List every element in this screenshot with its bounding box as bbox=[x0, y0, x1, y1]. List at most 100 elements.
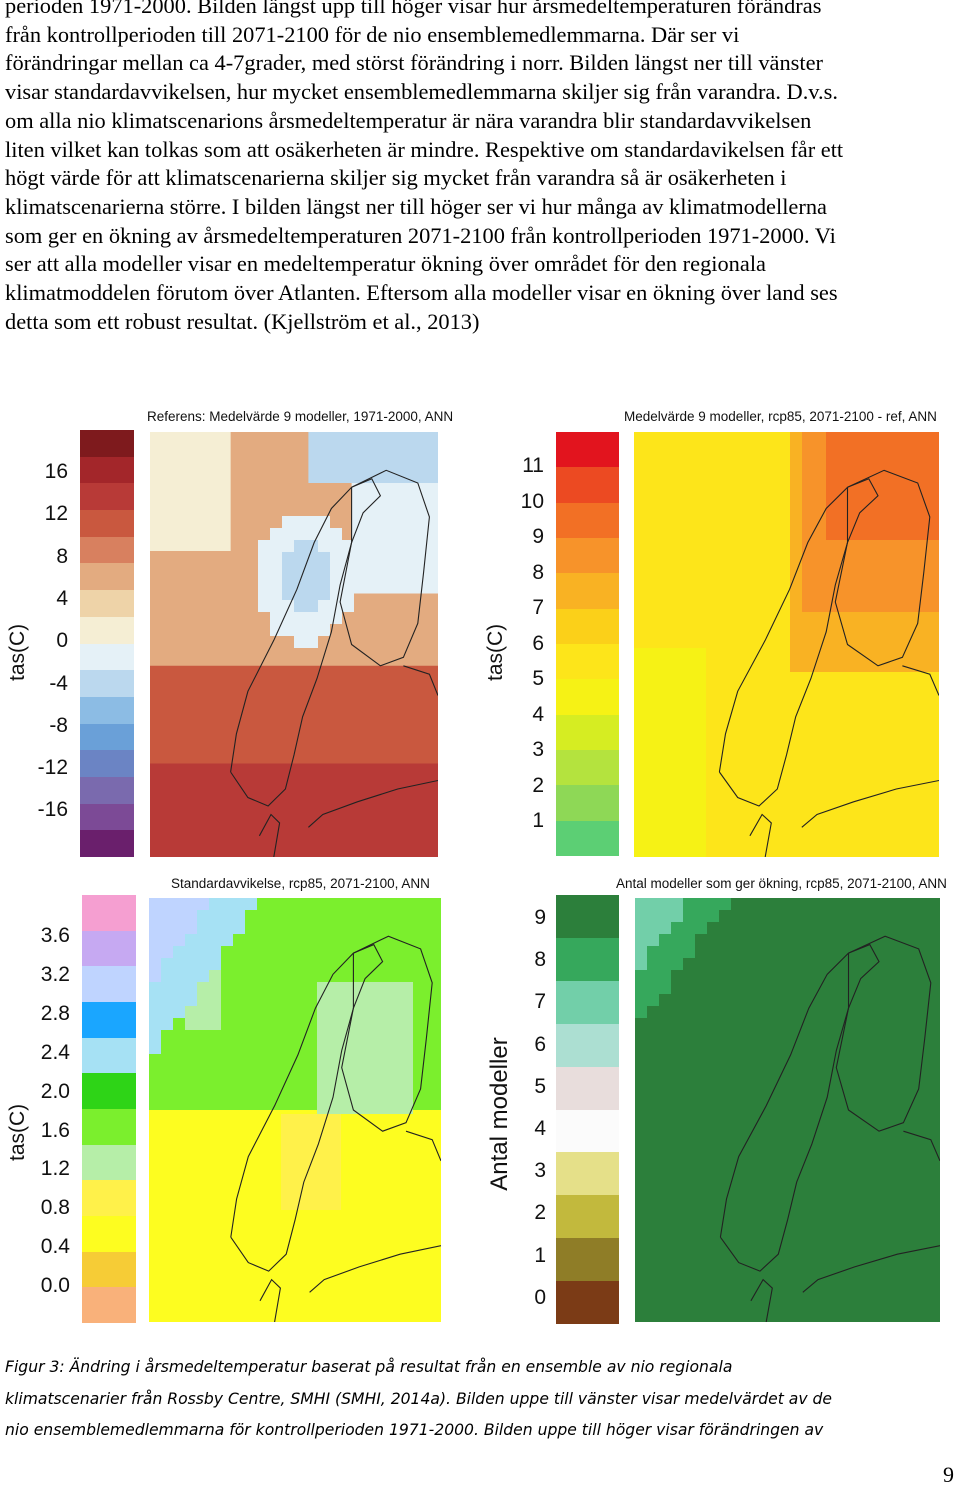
map-cell bbox=[658, 756, 670, 768]
map-cell bbox=[647, 994, 659, 1006]
paragraph-line: högt värde för att klimatscenarierna ski… bbox=[5, 165, 787, 191]
body-paragraph: perioden 1971-2000. Bilden längst upp ti… bbox=[5, 0, 955, 336]
map-cell bbox=[934, 588, 939, 600]
paragraph-line: detta som ett robust resultat. (Kjellstr… bbox=[5, 308, 480, 334]
map-cell bbox=[934, 492, 939, 504]
map-cell bbox=[694, 660, 706, 672]
map-cell bbox=[634, 804, 646, 816]
map-cell bbox=[694, 756, 706, 768]
map-cell bbox=[670, 828, 682, 840]
map-cell bbox=[634, 852, 646, 857]
map-cell bbox=[886, 576, 898, 588]
map-region bbox=[351, 483, 438, 594]
map-cell bbox=[934, 648, 939, 660]
map-cell bbox=[898, 576, 910, 588]
map-cell bbox=[161, 982, 173, 994]
map-cell bbox=[682, 732, 694, 744]
colorbar-swatch bbox=[556, 608, 619, 644]
map-cell bbox=[365, 1018, 377, 1030]
map-cell bbox=[862, 444, 874, 456]
map-cell bbox=[850, 504, 862, 516]
map-cell bbox=[646, 708, 658, 720]
map-cell bbox=[646, 696, 658, 708]
map-cell bbox=[305, 1114, 317, 1126]
map-cell bbox=[353, 1018, 365, 1030]
map-title: Medelvärde 9 modeller, rcp85, 2071-2100 … bbox=[624, 409, 937, 424]
colorbar-tick-label: 7 bbox=[534, 990, 546, 1014]
map-cell bbox=[814, 648, 826, 660]
map-cell bbox=[282, 552, 294, 564]
map-cell bbox=[838, 492, 850, 504]
map-cell bbox=[862, 564, 874, 576]
map-cell bbox=[934, 600, 939, 612]
map-cell bbox=[646, 780, 658, 792]
map-cell bbox=[329, 1186, 341, 1198]
map-title: Antal modeller som ger ökning, rcp85, 20… bbox=[616, 876, 947, 891]
map-cell bbox=[365, 1102, 377, 1114]
paragraph-line: ser att alla modeller visar en medeltemp… bbox=[5, 251, 766, 277]
map-cell bbox=[659, 934, 671, 946]
map-cell bbox=[934, 468, 939, 480]
map-cell bbox=[814, 588, 826, 600]
colorbar-swatch bbox=[556, 785, 619, 821]
map-cell bbox=[647, 922, 659, 934]
map-cell bbox=[161, 934, 173, 946]
colorbar-swatch bbox=[556, 1152, 619, 1196]
colorbar-tick-label: 2 bbox=[532, 773, 544, 797]
map-cell bbox=[694, 852, 706, 857]
map-cell bbox=[886, 540, 898, 552]
map-cell bbox=[293, 1138, 305, 1150]
colorbar-swatch bbox=[80, 616, 134, 644]
map-cell bbox=[682, 780, 694, 792]
map-cell bbox=[377, 1066, 389, 1078]
colorbar-tick-label: 5 bbox=[534, 1074, 546, 1098]
caption-line: Figur 3: Ändring i årsmedeltemperatur ba… bbox=[5, 1358, 733, 1376]
map-cell bbox=[270, 600, 282, 612]
map-cell bbox=[826, 516, 838, 528]
colorbar-swatch bbox=[80, 510, 134, 537]
colorbar-tick-label: 0 bbox=[56, 629, 68, 653]
map-cell bbox=[850, 552, 862, 564]
map-cell bbox=[826, 504, 838, 516]
colorbar-tick-label: 3.2 bbox=[40, 962, 70, 986]
map-cell bbox=[365, 1030, 377, 1042]
map-cell bbox=[850, 492, 862, 504]
map-cell bbox=[922, 612, 934, 624]
map-cell bbox=[389, 1102, 401, 1114]
map-cell bbox=[802, 564, 814, 576]
map-cell bbox=[330, 588, 342, 600]
map-cell bbox=[898, 456, 910, 468]
colorbar-tick-label: 9 bbox=[534, 906, 546, 929]
map-cell bbox=[647, 946, 659, 958]
map-cell bbox=[161, 910, 173, 922]
map-cell bbox=[659, 958, 671, 970]
colorbar-swatch bbox=[82, 1002, 136, 1038]
map-cell bbox=[173, 994, 185, 1006]
map-cell bbox=[671, 910, 683, 922]
map-cell bbox=[683, 898, 695, 910]
map-cell bbox=[862, 432, 874, 444]
map-cell bbox=[329, 1054, 341, 1066]
map-cell bbox=[910, 444, 922, 456]
map-cell bbox=[294, 624, 306, 636]
figure-caption: Figur 3: Ändring i årsmedeltemperatur ba… bbox=[5, 1352, 955, 1447]
map-cell bbox=[838, 660, 850, 672]
map-cell bbox=[694, 732, 706, 744]
map-cell bbox=[209, 910, 221, 922]
colorbar-tick-label: 8 bbox=[534, 948, 546, 972]
map-cell bbox=[294, 600, 306, 612]
map-cell bbox=[790, 492, 802, 504]
map-cell bbox=[802, 480, 814, 492]
map-cell bbox=[293, 1162, 305, 1174]
colorbar-tick-label: 2.8 bbox=[40, 1001, 70, 1025]
map-cell bbox=[185, 970, 197, 982]
map-cell bbox=[149, 934, 161, 946]
map-cell bbox=[646, 816, 658, 828]
map-cell bbox=[671, 934, 683, 946]
map-cell bbox=[850, 468, 862, 480]
map-cell bbox=[365, 994, 377, 1006]
map-cell bbox=[365, 1042, 377, 1054]
map-cell bbox=[329, 1090, 341, 1102]
map-cell bbox=[874, 600, 886, 612]
colorbar-tick-label: 2.4 bbox=[40, 1040, 70, 1064]
